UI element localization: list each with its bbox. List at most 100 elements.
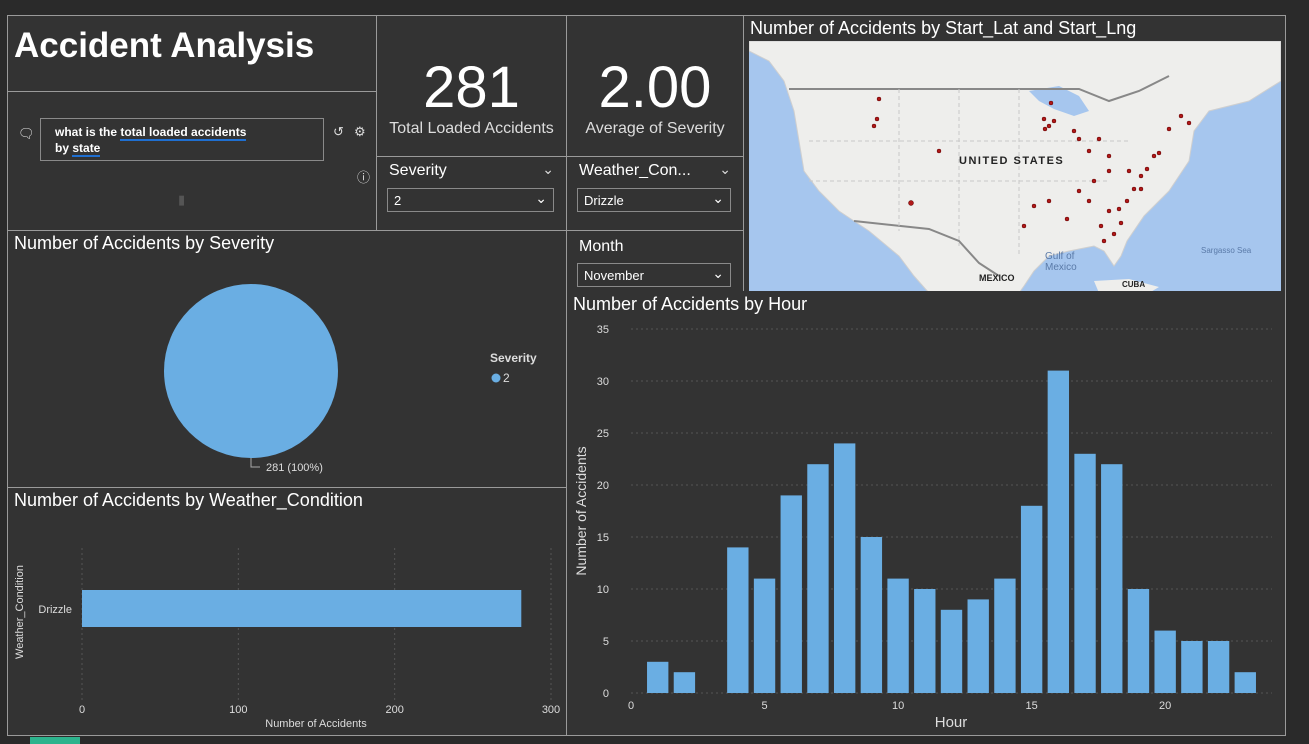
- hour-bar[interactable]: [1154, 630, 1176, 693]
- border-us-canada: [789, 75, 1170, 103]
- severity-dropdown-value: 2: [394, 193, 402, 208]
- gear-icon[interactable]: ⚙: [354, 124, 366, 139]
- qa-visual[interactable]: 🗨 what is the total loaded accidents by …: [7, 91, 377, 231]
- map-visual[interactable]: Number of Accidents by Start_Lat and Sta…: [743, 15, 1286, 295]
- hour-bar[interactable]: [780, 495, 802, 693]
- hour-bar[interactable]: [1047, 370, 1070, 693]
- qa-text-4: state: [72, 141, 101, 157]
- hour-bar[interactable]: [1207, 641, 1230, 693]
- kpi-severity-label: Average of Severity: [585, 120, 725, 137]
- pie-leader-line: [250, 458, 260, 468]
- weather-x-axis-label: Number of Accidents: [265, 718, 367, 730]
- weather-slicer[interactable]: Weather_Con... ⌄ Drizzle ⌄: [566, 156, 744, 231]
- severity-dropdown[interactable]: 2 ⌄: [387, 188, 554, 212]
- chat-icon[interactable]: 🗨: [18, 126, 35, 141]
- hour-bar[interactable]: [940, 609, 963, 693]
- pie-title: Number of Accidents by Severity: [14, 233, 275, 253]
- chevron-down-icon: ⌄: [712, 265, 724, 281]
- hour-x-tick-label: 0: [628, 700, 634, 712]
- hour-bar[interactable]: [1234, 672, 1256, 693]
- hour-bar-visual[interactable]: Number of Accidents by Hour 0 5 10 15 20 25 30…: [566, 291, 1286, 736]
- severity-pie-visual[interactable]: Number of Accidents by Severity 281 (100…: [7, 230, 567, 488]
- qa-text-3: by: [55, 141, 73, 155]
- hour-y-tick-label: 30: [597, 376, 609, 388]
- hour-svg: 0 5 10 15 20 25 30 35 0 5 10 15 20 Hour Number of Ac…: [573, 324, 1272, 731]
- kpi-total-accidents: 281 Total Loaded Accidents: [376, 15, 567, 157]
- chevron-down-icon: ⌄: [535, 190, 547, 206]
- hour-bar[interactable]: [673, 672, 696, 693]
- hour-x-axis-label: Hour: [935, 714, 968, 731]
- weather-slicer-label: Weather_Con...: [579, 162, 691, 179]
- hour-bar[interactable]: [833, 443, 856, 693]
- great-lakes: [1029, 86, 1089, 116]
- chevron-down-icon: ⌄: [712, 190, 724, 206]
- hour-x-tick-label: 5: [761, 700, 767, 712]
- hour-x-tick-label: 15: [1026, 700, 1038, 712]
- weather-dropdown[interactable]: Drizzle ⌄: [577, 188, 731, 212]
- land-north-america: [749, 41, 1281, 293]
- share-icon[interactable]: ↺: [333, 124, 344, 139]
- page-tab-indicator[interactable]: [30, 737, 80, 744]
- border-us-mexico: [853, 220, 1000, 277]
- month-dropdown[interactable]: November ⌄: [577, 263, 731, 287]
- hour-bar[interactable]: [647, 661, 669, 693]
- weather-chart-title: Number of Accidents by Weather_Condition: [14, 490, 363, 510]
- state-lines: [809, 89, 1129, 256]
- kpi-severity-value: 2.00: [598, 55, 712, 120]
- title-tile: Accident Analysis: [7, 15, 377, 92]
- hour-bar[interactable]: [1101, 464, 1123, 693]
- accident-points: [871, 96, 1192, 244]
- pie-legend-title: Severity: [490, 351, 537, 365]
- map-label-cuba: CUBA: [1122, 280, 1145, 289]
- map-label-sargasso: Sargasso Sea: [1201, 246, 1252, 255]
- hour-y-tick-label: 15: [597, 532, 609, 544]
- map-label-gulf-1: Gulf of: [1045, 251, 1075, 262]
- qa-input[interactable]: what is the total loaded accidents by st…: [40, 118, 324, 161]
- pie-slice-2[interactable]: [164, 284, 338, 458]
- map-label-us: UNITED STATES: [959, 155, 1064, 167]
- chevron-down-icon[interactable]: ⌄: [542, 161, 554, 177]
- weather-x-tick-label: 0: [79, 704, 85, 716]
- kpi-average-severity: 2.00 Average of Severity: [566, 15, 744, 157]
- hour-bar[interactable]: [1127, 589, 1150, 693]
- hour-bar[interactable]: [887, 578, 909, 693]
- weather-y-axis-label: Weather_Condition: [14, 565, 26, 659]
- map-label-mexico: MEXICO: [979, 273, 1015, 283]
- hour-bar[interactable]: [1074, 453, 1096, 693]
- severity-slicer[interactable]: Severity ⌄ 2 ⌄: [376, 156, 567, 231]
- hour-bar[interactable]: [914, 589, 936, 693]
- map-title: Number of Accidents by Start_Lat and Sta…: [750, 18, 1137, 38]
- hour-y-tick-label: 10: [597, 584, 609, 596]
- hour-chart-title: Number of Accidents by Hour: [573, 294, 808, 314]
- pie-data-label: 281 (100%): [266, 462, 323, 474]
- hour-bar[interactable]: [860, 537, 883, 693]
- weather-bar-visual[interactable]: Number of Accidents by Weather_Condition…: [7, 487, 567, 736]
- weather-bar-drizzle[interactable]: [82, 590, 522, 627]
- pie-legend-item[interactable]: 2: [503, 371, 510, 385]
- chevron-down-icon[interactable]: ⌄: [719, 161, 731, 177]
- hour-bar[interactable]: [1020, 505, 1043, 693]
- placeholder-icon: ▮: [178, 192, 186, 207]
- qa-text-1: what is the: [55, 125, 121, 139]
- weather-x-tick-label: 100: [229, 704, 247, 716]
- hour-bar[interactable]: [967, 599, 989, 693]
- hour-y-tick-label: 35: [597, 324, 609, 336]
- month-dropdown-value: November: [584, 268, 644, 283]
- qa-text-2: total loaded accidents: [120, 125, 247, 141]
- month-slicer-label: Month: [579, 238, 624, 255]
- page-title: Accident Analysis: [14, 26, 315, 65]
- hour-bar[interactable]: [753, 578, 776, 693]
- month-slicer[interactable]: Month November ⌄: [566, 230, 744, 292]
- map-canvas[interactable]: UNITED STATES Gulf of Mexico MEXICO CUBA…: [749, 41, 1281, 293]
- map-svg: UNITED STATES Gulf of Mexico MEXICO CUBA…: [749, 41, 1281, 293]
- info-icon[interactable]: ⓘ: [357, 170, 371, 185]
- hour-bar[interactable]: [807, 464, 829, 693]
- hour-y-axis-label: Number of Accidents: [573, 446, 589, 575]
- kpi-total-value: 281: [423, 55, 520, 120]
- hour-bar[interactable]: [994, 578, 1016, 693]
- hour-bar[interactable]: [727, 547, 749, 693]
- hour-y-tick-label: 20: [597, 480, 609, 492]
- hour-bar[interactable]: [1181, 641, 1203, 693]
- hour-y-tick-label: 5: [603, 636, 609, 648]
- hour-y-tick-label: 0: [603, 688, 609, 700]
